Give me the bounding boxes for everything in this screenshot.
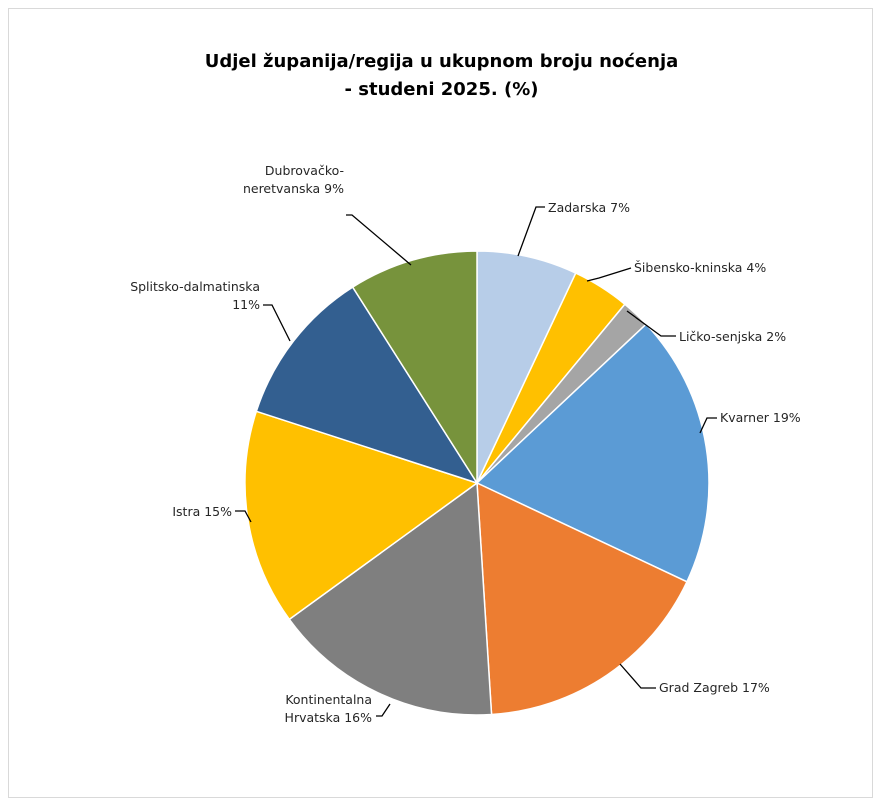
chart-title-line-1: Udjel županija/regija u ukupnom broju no… <box>204 51 679 72</box>
slice-label: Grad Zagreb 17% <box>659 680 770 695</box>
slice-label-line: Šibensko-kninska 4% <box>634 260 766 275</box>
leader-line <box>626 310 676 337</box>
slice-label: Istra 15% <box>172 504 232 519</box>
slice-label: Dubrovačko-neretvanska 9% <box>243 163 344 196</box>
leader-line <box>699 417 717 434</box>
slice-label: Šibensko-kninska 4% <box>634 260 766 275</box>
slice-label: Splitsko-dalmatinska 11% <box>130 279 260 312</box>
slice-label-line: Grad Zagreb 17% <box>659 680 770 695</box>
pie-slice <box>255 286 479 485</box>
slice-label-line: neretvanska 9% <box>243 181 344 196</box>
leader-line <box>376 703 391 717</box>
slice-label: Ličko-senjska 2% <box>679 329 786 344</box>
slice-label: Zadarska 7% <box>548 200 630 215</box>
leader-line <box>263 304 291 342</box>
slice-label-line: Istra 15% <box>172 504 232 519</box>
slice-label-line: Ličko-senjska 2% <box>679 329 786 344</box>
slice-label-line: Dubrovačko- <box>265 163 344 178</box>
chart-title: Udjel županija/regija u ukupnom broju no… <box>0 48 883 104</box>
slice-label: Kontinentalna Hrvatska 16% <box>285 692 373 725</box>
leader-line <box>235 510 252 523</box>
leader-line <box>619 663 656 689</box>
pie-slice <box>288 481 493 716</box>
leader-line <box>346 214 412 266</box>
pie-slice <box>244 410 479 621</box>
pie-slice <box>476 250 577 484</box>
slice-label-line: Zadarska 7% <box>548 200 630 215</box>
pie-slice <box>351 250 478 486</box>
slice-label: Kvarner 19% <box>720 410 801 425</box>
pie-slice <box>476 481 688 716</box>
slice-label-line: Splitsko-dalmatinska <box>130 279 260 294</box>
leader-line <box>586 267 632 282</box>
slice-label-line: Kvarner 19% <box>720 410 801 425</box>
slice-label-line: 11% <box>232 297 260 312</box>
leader-line <box>517 206 545 257</box>
chart-title-line-2: - studeni 2025. (%) <box>344 79 539 100</box>
pie-slice <box>475 323 710 583</box>
slice-label-line: Hrvatska 16% <box>285 710 373 725</box>
slice-label-line: Kontinentalna <box>285 692 372 707</box>
